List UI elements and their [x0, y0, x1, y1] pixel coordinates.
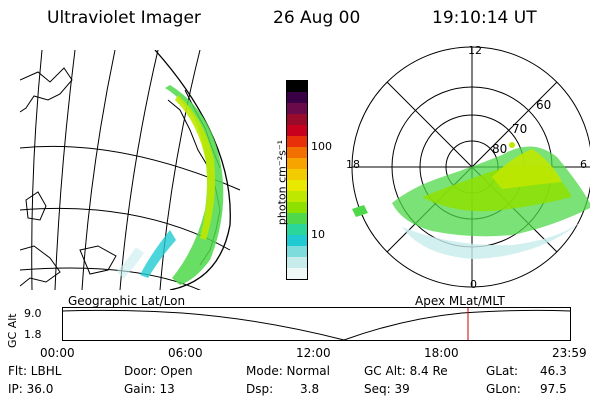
polar-panel-label: Apex MLat/MLT — [415, 294, 505, 308]
colorbar-segment — [287, 147, 307, 158]
colorbar — [286, 80, 308, 280]
mlat-label-60: 60 — [536, 98, 552, 112]
colorbar-segment — [287, 158, 307, 169]
glat-label: GLat: — [486, 364, 519, 378]
altitude-tick-low: 1.8 — [24, 328, 42, 341]
colorbar-segment — [287, 202, 307, 213]
altitude-axis-label: GC Alt — [6, 313, 19, 348]
mlat-label-80: 80 — [492, 142, 508, 156]
colorbar-segment — [287, 268, 307, 279]
time-tick-1200: 12:00 — [296, 346, 331, 360]
filter-info: Flt: LBHL — [8, 364, 62, 378]
gc-alt-info: GC Alt: 8.4 Re — [364, 364, 448, 378]
mode-info: Mode: Normal — [246, 364, 330, 378]
colorbar-tick-10: 10 — [311, 228, 325, 241]
time-tick-1800: 18:00 — [424, 346, 459, 360]
ip-info: IP: 36.0 — [8, 382, 54, 396]
colorbar-segment — [287, 81, 307, 92]
polar-aurora-emission — [352, 142, 590, 259]
colorbar-segment — [287, 257, 307, 268]
colorbar-segment — [287, 92, 307, 103]
instrument-title: Ultraviolet Imager — [47, 8, 201, 28]
colorbar-segment — [287, 103, 307, 114]
time-tick-0600: 06:00 — [168, 346, 203, 360]
mlat-label-70: 70 — [512, 122, 528, 136]
mlt-label-12: 12 — [468, 44, 482, 57]
dsp-label: Dsp: — [246, 382, 274, 396]
colorbar-segment — [287, 125, 307, 136]
dsp-value: 3.8 — [300, 382, 320, 396]
colorbar-segment — [287, 191, 307, 202]
colorbar-segment — [287, 213, 307, 224]
mlt-label-18: 18 — [346, 158, 360, 171]
glat-value: 46.3 — [540, 364, 567, 378]
altitude-tick-high: 9.0 — [24, 307, 42, 320]
colorbar-segment — [287, 246, 307, 257]
geographic-map — [20, 50, 241, 290]
glon-value: 97.5 — [540, 382, 567, 396]
time-tick-0000: 00:00 — [40, 346, 75, 360]
colorbar-segment — [287, 169, 307, 180]
seq-info: Seq: 39 — [364, 382, 410, 396]
date-label: 26 Aug 00 — [273, 8, 361, 28]
colorbar-unit-label: photon cm⁻²s⁻¹ — [275, 139, 289, 226]
door-info: Door: Open — [124, 364, 193, 378]
glon-label: GLon: — [486, 382, 521, 396]
time-tick-2359: 23:59 — [552, 346, 587, 360]
altitude-plot — [62, 307, 571, 341]
colorbar-segment — [287, 114, 307, 125]
time-label: 19:10:14 UT — [432, 8, 537, 28]
colorbar-tick-100: 100 — [311, 140, 332, 153]
colorbar-segment — [287, 180, 307, 191]
colorbar-segment — [287, 224, 307, 235]
mlt-label-0: 0 — [470, 278, 477, 291]
gain-info: Gain: 13 — [124, 382, 175, 396]
polar-plot — [351, 46, 590, 288]
aurora-emission — [116, 85, 224, 285]
mlt-label-6: 6 — [580, 158, 587, 171]
colorbar-segment — [287, 136, 307, 147]
geo-panel-label: Geographic Lat/Lon — [68, 294, 186, 308]
colorbar-segment — [287, 235, 307, 246]
